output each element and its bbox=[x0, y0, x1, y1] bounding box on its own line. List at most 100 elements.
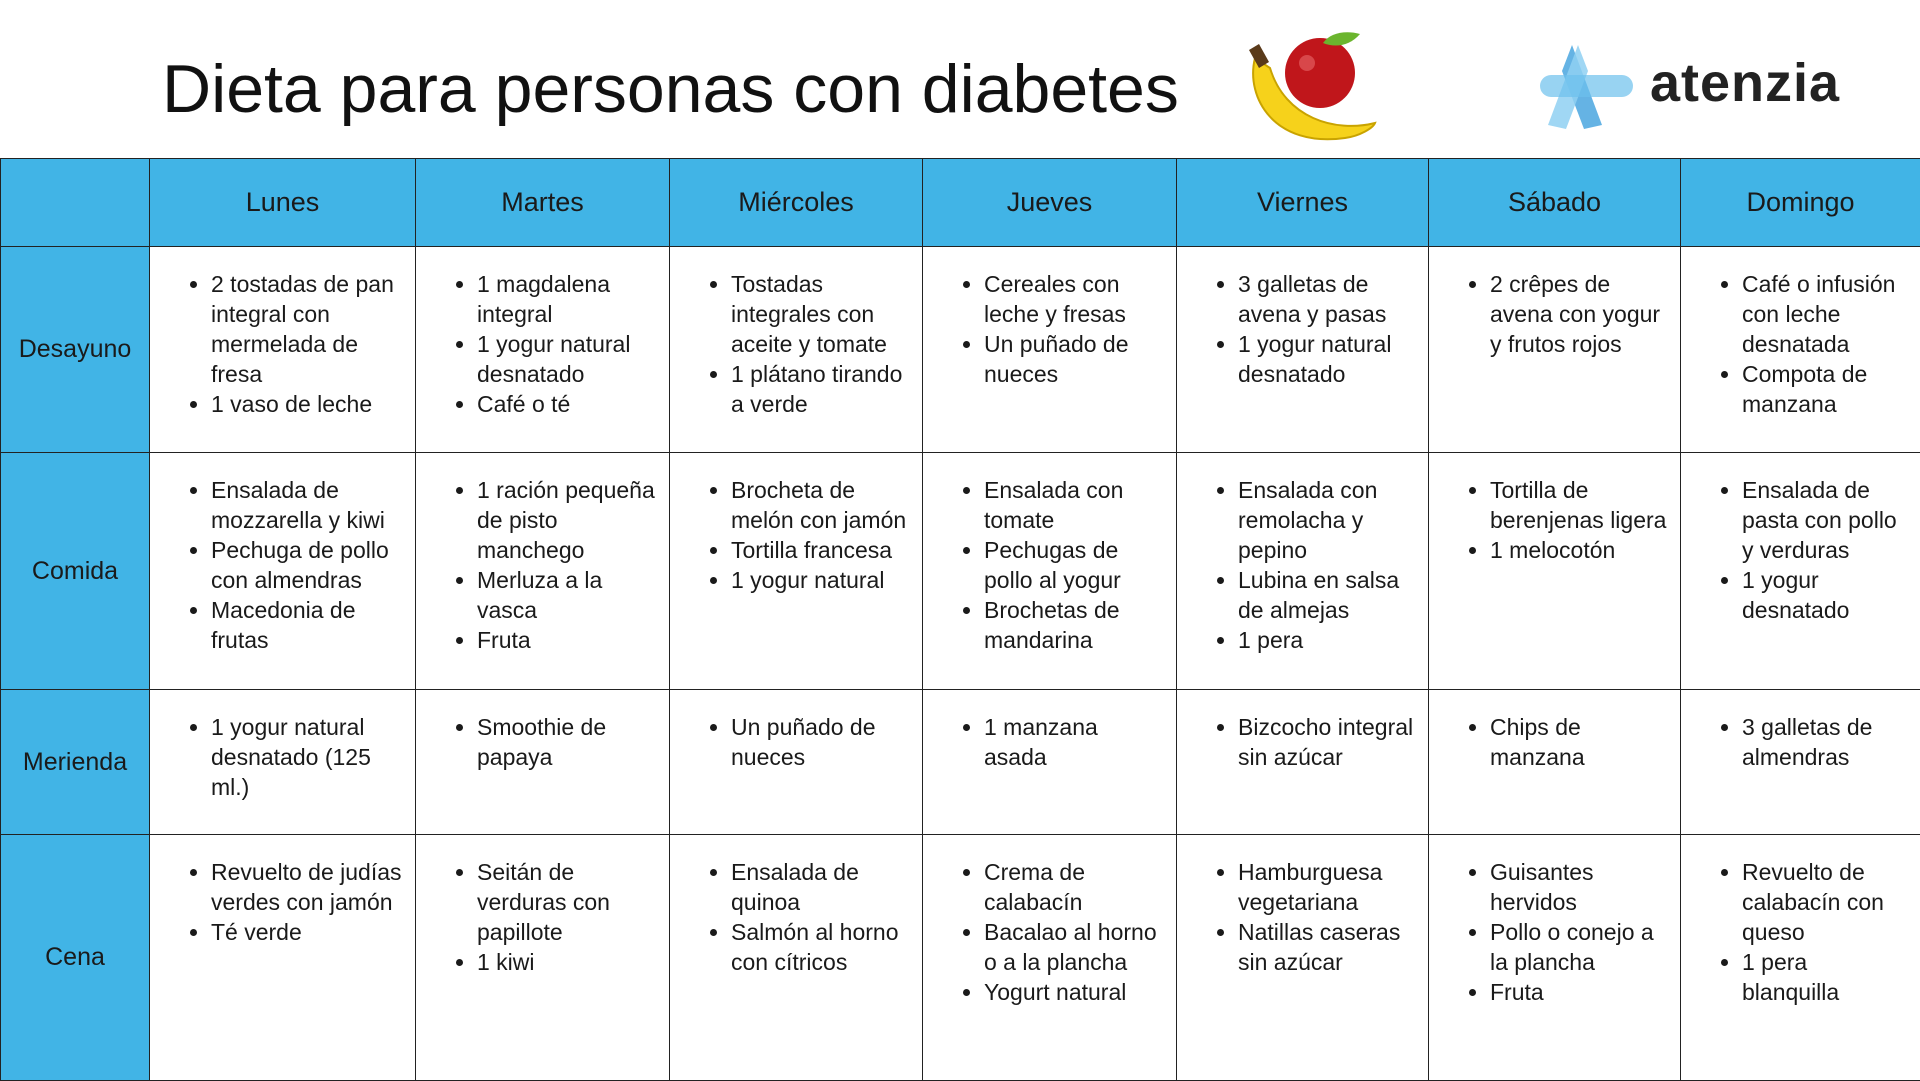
item-list: Chips de manzana bbox=[1442, 712, 1670, 772]
food-item: Chips de manzana bbox=[1490, 712, 1670, 772]
meal-cell: Guisantes hervidosPollo o conejo a la pl… bbox=[1429, 835, 1681, 1081]
meal-cell: 2 tostadas de pan integral con mermelada… bbox=[150, 247, 416, 453]
food-item: Smoothie de papaya bbox=[477, 712, 659, 772]
food-item: Brocheta de melón con jamón bbox=[731, 475, 912, 535]
food-item: Bizcocho integral sin azúcar bbox=[1238, 712, 1418, 772]
page-title: Dieta para personas con diabetes bbox=[162, 50, 1179, 128]
food-item: 1 pera bbox=[1238, 625, 1418, 655]
item-list: Ensalada con tomatePechugas de pollo al … bbox=[936, 475, 1166, 655]
food-item: 1 pera blanquilla bbox=[1742, 947, 1910, 1007]
day-header: Viernes bbox=[1177, 159, 1429, 247]
day-header: Jueves bbox=[923, 159, 1177, 247]
meal-cell: Brocheta de melón con jamónTortilla fran… bbox=[670, 453, 923, 690]
food-item: 1 kiwi bbox=[477, 947, 659, 977]
food-item: Brochetas de mandarina bbox=[984, 595, 1166, 655]
food-item: 1 yogur desnatado bbox=[1742, 565, 1910, 625]
meal-cell: Ensalada de pasta con pollo y verduras1 … bbox=[1681, 453, 1920, 690]
food-item: 1 melocotón bbox=[1490, 535, 1670, 565]
meal-cell: 2 crêpes de avena con yogur y frutos roj… bbox=[1429, 247, 1681, 453]
food-item: 1 ración pequeña de pisto manchego bbox=[477, 475, 659, 565]
meal-cell: Café o infusión con leche desnatadaCompo… bbox=[1681, 247, 1920, 453]
food-item: Guisantes hervidos bbox=[1490, 857, 1670, 917]
day-header: Domingo bbox=[1681, 159, 1920, 247]
item-list: Crema de calabacínBacalao al horno o a l… bbox=[936, 857, 1166, 1007]
food-item: Fruta bbox=[1490, 977, 1670, 1007]
item-list: Revuelto de calabacín con queso1 pera bl… bbox=[1694, 857, 1910, 1007]
item-list: Ensalada con remolacha y pepinoLubina en… bbox=[1190, 475, 1418, 655]
item-list: Revuelto de judías verdes con jamónTé ve… bbox=[163, 857, 405, 947]
food-item: Crema de calabacín bbox=[984, 857, 1166, 917]
day-header: Martes bbox=[416, 159, 670, 247]
food-item: Fruta bbox=[477, 625, 659, 655]
food-item: Compota de manzana bbox=[1742, 359, 1910, 419]
day-header: Miércoles bbox=[670, 159, 923, 247]
item-list: 2 tostadas de pan integral con mermelada… bbox=[163, 269, 405, 419]
food-item: Tostadas integrales con aceite y tomate bbox=[731, 269, 912, 359]
item-list: 1 magdalena integral1 yogur natural desn… bbox=[429, 269, 659, 419]
meal-cell: Bizcocho integral sin azúcar bbox=[1177, 690, 1429, 835]
food-item: 1 manzana asada bbox=[984, 712, 1166, 772]
meal-cell: Smoothie de papaya bbox=[416, 690, 670, 835]
item-list: 2 crêpes de avena con yogur y frutos roj… bbox=[1442, 269, 1670, 359]
item-list: Hamburguesa vegetarianaNatillas caseras … bbox=[1190, 857, 1418, 977]
day-header: Lunes bbox=[150, 159, 416, 247]
meal-cell: 1 manzana asada bbox=[923, 690, 1177, 835]
meal-cell: Revuelto de calabacín con queso1 pera bl… bbox=[1681, 835, 1920, 1081]
logo-text: atenzia bbox=[1650, 52, 1840, 114]
food-item: Ensalada de mozzarella y kiwi bbox=[211, 475, 405, 535]
meal-cell: Cereales con leche y fresasUn puñado de … bbox=[923, 247, 1177, 453]
food-item: Yogurt natural bbox=[984, 977, 1166, 1007]
food-item: Un puñado de nueces bbox=[984, 329, 1166, 389]
food-item: Té verde bbox=[211, 917, 405, 947]
meal-cell: 1 yogur natural desnatado (125 ml.) bbox=[150, 690, 416, 835]
food-item: Tortilla de berenjenas ligera bbox=[1490, 475, 1670, 535]
food-item: Tortilla francesa bbox=[731, 535, 912, 565]
food-item: Lubina en salsa de almejas bbox=[1238, 565, 1418, 625]
meal-cell: 1 magdalena integral1 yogur natural desn… bbox=[416, 247, 670, 453]
meal-row: Desayuno2 tostadas de pan integral con m… bbox=[1, 247, 1920, 453]
day-header: Sábado bbox=[1429, 159, 1681, 247]
food-item: 1 yogur natural desnatado bbox=[477, 329, 659, 389]
item-list: Ensalada de quinoaSalmón al horno con cí… bbox=[683, 857, 912, 977]
food-item: 3 galletas de almendras bbox=[1742, 712, 1910, 772]
food-item: Salmón al horno con cítricos bbox=[731, 917, 912, 977]
food-item: Natillas caseras sin azúcar bbox=[1238, 917, 1418, 977]
logo-icon bbox=[1540, 45, 1635, 135]
meal-cell: Seitán de verduras con papillote1 kiwi bbox=[416, 835, 670, 1081]
food-item: 1 plátano tirando a verde bbox=[731, 359, 912, 419]
item-list: Brocheta de melón con jamónTortilla fran… bbox=[683, 475, 912, 595]
meal-cell: Chips de manzana bbox=[1429, 690, 1681, 835]
item-list: 3 galletas de avena y pasas1 yogur natur… bbox=[1190, 269, 1418, 389]
meal-label: Desayuno bbox=[1, 247, 150, 453]
item-list: 3 galletas de almendras bbox=[1694, 712, 1910, 772]
meal-cell: Hamburguesa vegetarianaNatillas caseras … bbox=[1177, 835, 1429, 1081]
meal-cell: Crema de calabacínBacalao al horno o a l… bbox=[923, 835, 1177, 1081]
food-item: 3 galletas de avena y pasas bbox=[1238, 269, 1418, 329]
food-item: Merluza a la vasca bbox=[477, 565, 659, 625]
food-item: Café o infusión con leche desnatada bbox=[1742, 269, 1910, 359]
food-item: Bacalao al horno o a la plancha bbox=[984, 917, 1166, 977]
food-item: Pechugas de pollo al yogur bbox=[984, 535, 1166, 595]
item-list: Un puñado de nueces bbox=[683, 712, 912, 772]
item-list: Tortilla de berenjenas ligera1 melocotón bbox=[1442, 475, 1670, 565]
meal-cell: Revuelto de judías verdes con jamónTé ve… bbox=[150, 835, 416, 1081]
fruit-icon bbox=[1235, 28, 1385, 148]
food-item: Pechuga de pollo con almendras bbox=[211, 535, 405, 595]
food-item: Macedonia de frutas bbox=[211, 595, 405, 655]
food-item: 1 yogur natural desnatado bbox=[1238, 329, 1418, 389]
food-item: 1 yogur natural bbox=[731, 565, 912, 595]
meal-label: Cena bbox=[1, 835, 150, 1081]
food-item: 1 magdalena integral bbox=[477, 269, 659, 329]
item-list: Seitán de verduras con papillote1 kiwi bbox=[429, 857, 659, 977]
food-item: 1 vaso de leche bbox=[211, 389, 405, 419]
food-item: Revuelto de judías verdes con jamón bbox=[211, 857, 405, 917]
meal-cell: 1 ración pequeña de pisto manchegoMerluz… bbox=[416, 453, 670, 690]
meal-cell: 3 galletas de avena y pasas1 yogur natur… bbox=[1177, 247, 1429, 453]
item-list: Ensalada de pasta con pollo y verduras1 … bbox=[1694, 475, 1910, 625]
item-list: Tostadas integrales con aceite y tomate1… bbox=[683, 269, 912, 419]
food-item: Revuelto de calabacín con queso bbox=[1742, 857, 1910, 947]
item-list: Café o infusión con leche desnatadaCompo… bbox=[1694, 269, 1910, 419]
